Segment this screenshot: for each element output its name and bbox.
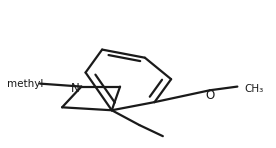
Text: O: O	[206, 89, 215, 102]
Text: CH₃: CH₃	[244, 84, 264, 94]
Text: methyl: methyl	[7, 79, 44, 89]
Text: N: N	[71, 82, 79, 95]
